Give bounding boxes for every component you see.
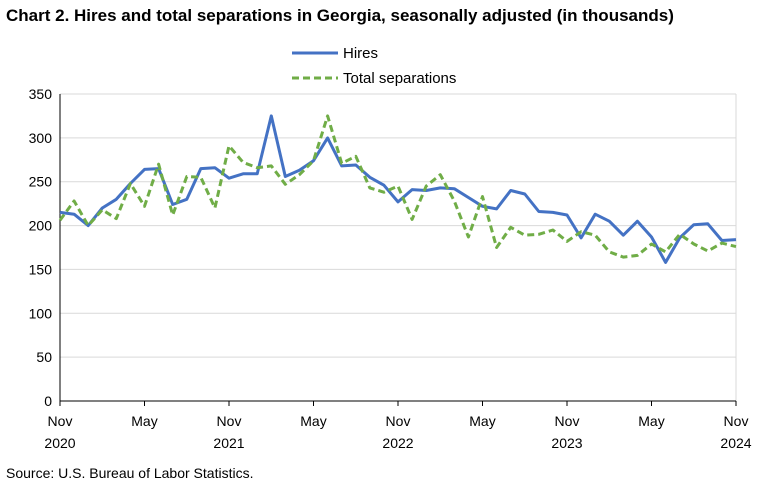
hires-line [59,114,737,264]
x-tick-label-month: Nov [48,413,73,429]
x-tick-label-year: 2024 [720,435,751,451]
y-tick-label: 300 [29,130,53,146]
x-tick-label-month: May [638,413,664,429]
y-tick-label: 200 [29,218,53,234]
x-tick-label-year: 2021 [213,435,244,451]
x-tick-label-month: Nov [555,413,580,429]
y-tick-label: 150 [29,261,53,277]
total-separations-line [58,114,737,259]
x-tick-label-year: 2020 [44,435,75,451]
source-note: Source: U.S. Bureau of Labor Statistics. [6,465,254,481]
y-tick-label: 350 [29,86,53,102]
y-tick-label: 250 [29,174,53,190]
gridlines [60,93,737,401]
chart-title: Chart 2. Hires and total separations in … [6,6,674,25]
y-tick-label: 50 [36,349,52,365]
y-tick-labels: 0 50 100 150 200 250 300 350 [29,86,53,409]
axes [59,94,737,406]
legend: Hires Total separations [292,45,456,87]
x-tick-label-month: Nov [724,413,749,429]
x-tick-label-year: 2023 [551,435,582,451]
y-tick-label: 0 [44,393,52,409]
x-tick-label-month: May [469,413,495,429]
x-tick-label-month: May [300,413,326,429]
legend-label-total-separations: Total separations [343,70,456,87]
x-tick-label-month: Nov [217,413,242,429]
x-tick-labels: Nov 2020 May Nov 2021 May Nov 2022 May Nov 2023 May… [44,413,751,451]
x-tick-label-month: May [131,413,157,429]
legend-label-hires: Hires [343,45,378,62]
series-lines [58,114,737,264]
x-tick-label-year: 2022 [382,435,413,451]
x-tick-label-month: Nov [386,413,411,429]
y-tick-label: 100 [29,305,53,321]
